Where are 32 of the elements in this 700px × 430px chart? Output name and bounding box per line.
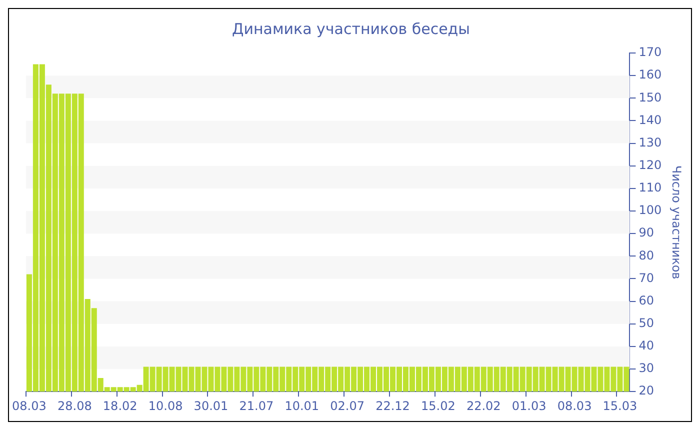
y-tick-label: 40 (638, 338, 654, 353)
y-tick-label: 90 (638, 226, 654, 240)
y-tick-label: 70 (638, 270, 654, 285)
x-tick-label: 01.03 (512, 398, 546, 413)
y-tick-label: 120 (638, 158, 662, 172)
y-tick-label: 60 (638, 293, 654, 308)
y-tick-label: 130 (638, 135, 662, 150)
x-tick-label: 18.02 (102, 398, 138, 413)
y-tick-label: 150 (638, 90, 662, 104)
x-tick-label: 10.08 (148, 398, 183, 413)
x-tick-label: 28.08 (57, 398, 92, 413)
y-tick-label: 160 (638, 68, 662, 82)
y-tick-label: 140 (638, 112, 662, 127)
y-tick-label: 110 (638, 180, 662, 195)
y-tick-label: 80 (638, 248, 654, 262)
x-tick-label: 30.01 (194, 398, 228, 413)
chart-title: Динамика участников беседы (232, 20, 470, 38)
x-tick-label: 22.12 (376, 398, 410, 413)
x-tick-label: 08.03 (12, 398, 46, 413)
x-tick-label: 15.02 (421, 398, 456, 413)
x-tick-label: 02.07 (330, 398, 364, 413)
x-tick-label: 22.02 (466, 398, 501, 413)
x-tick-label: 21.07 (239, 398, 274, 413)
y-tick-label: 100 (638, 203, 662, 218)
y-tick-label: 20 (638, 384, 654, 398)
y-tick-label: 30 (638, 361, 654, 376)
x-tick-label: 08.03 (557, 398, 592, 413)
x-tick-label: 10.01 (284, 398, 320, 413)
x-tick-label: 15.03 (602, 398, 638, 413)
y-tick-label: 170 (638, 45, 662, 60)
y-tick-label: 50 (638, 316, 654, 330)
y-axis-title: Число участников (670, 165, 684, 280)
